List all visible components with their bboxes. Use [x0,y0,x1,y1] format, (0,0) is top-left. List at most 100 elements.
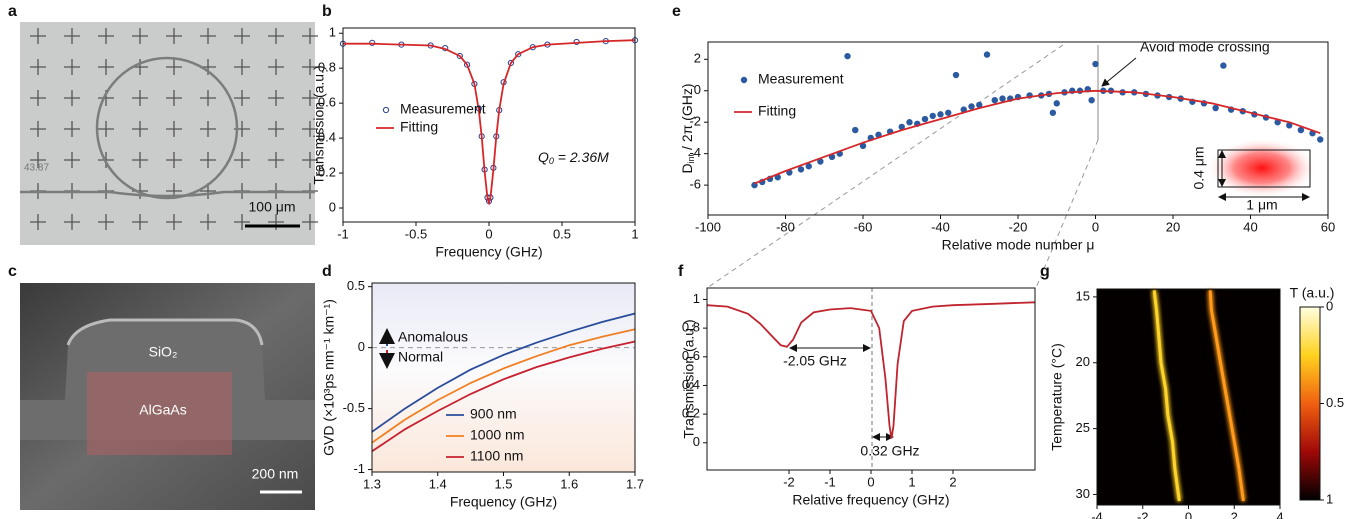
rich-text: Dint / 2π (GHz) [679,84,697,174]
y-tick-label: 0.8 [318,60,336,75]
data-point [844,52,851,60]
y-tick-label: -0.5 [343,400,365,415]
data-point [1092,60,1099,68]
cross [302,214,318,230]
x-tick-label: 0 [1185,509,1192,519]
text-part: D [679,163,695,173]
y-tick-label: 30 [1076,486,1090,501]
resonance-trace [1152,290,1181,502]
y-tick-label: 0.2 [318,165,336,180]
x-tick-label: -60 [854,219,873,234]
x-tick-label: -4 [1091,509,1103,519]
annotation: 0.32 GHz [860,443,919,459]
cross [166,214,182,230]
annotation: -2.05 GHz [783,353,847,369]
data-point [1297,126,1305,134]
x-tick-label: 1 [908,474,915,489]
data-point [945,109,952,116]
data-point [1220,62,1227,69]
data-line [754,89,1321,185]
cross [166,28,182,44]
data-point [983,51,991,58]
data-point [464,61,471,68]
colorbar-tick-label: 1 [1326,491,1333,506]
panel-label: e [672,3,681,20]
x-axis-label: Frequency (GHz) [450,494,557,510]
x-axis-label: Relative mode number μ [942,237,1095,253]
x-tick-label: 0 [1092,219,1099,234]
y-tick-label: 0.8 [682,320,700,335]
cross [64,28,80,44]
x-tick-label: -1 [824,474,836,489]
cross [132,90,148,106]
y-tick-label: 25 [1076,420,1090,435]
y-tick-label: 20 [1076,354,1090,369]
rich-text: Q0 = 2.36M [538,149,609,167]
legend-marker [382,106,390,114]
panel-label: c [8,263,17,280]
data-point [929,112,936,120]
data-point [952,71,960,79]
core [87,372,232,455]
legend-label: 900 nm [470,406,517,422]
y-tick-label: 0.2 [682,406,700,421]
panel-label: a [8,3,17,20]
data-line [371,328,636,444]
x-tick-label: 0 [485,226,492,241]
cross [64,121,80,137]
scale-label: 200 nm [252,466,299,482]
legend-label: Fitting [758,103,796,119]
y-tick-label: 15 [1076,288,1090,303]
cross [268,121,284,137]
data-point [968,103,975,110]
cross [30,152,46,168]
cross [30,121,46,137]
cross [268,59,284,75]
cross [302,152,318,168]
subscript: int [686,153,696,163]
x-tick-label: 0 [867,474,874,489]
data-point [906,119,913,126]
data-point [1286,122,1293,129]
cross [64,90,80,106]
cross [234,90,250,106]
colorbar-title: T (a.u.) [1290,285,1335,301]
annotation: Avoid mode crossing [1140,39,1270,55]
cross [64,59,80,75]
mode-profile [1207,138,1317,198]
x-tick-label: -2 [1137,509,1149,519]
cross [234,152,250,168]
cross [200,152,216,168]
x-tick-label: 1.3 [363,476,381,491]
cross [132,121,148,137]
cross [98,121,114,137]
heatmap-background [1097,289,1280,505]
plot-background [372,283,635,472]
x-tick-label: 1.7 [626,476,644,491]
x-tick-label: -80 [776,219,795,234]
x-tick-label: -40 [931,219,950,234]
data-point [976,101,983,109]
cross [166,59,182,75]
annotation: 1 μm [1246,197,1277,213]
annotation: Anomalous [398,329,468,345]
y-tick-label: 1 [329,25,336,40]
x-tick-label: 1.6 [560,476,578,491]
y-tick-label: 1 [693,291,700,306]
cross [30,90,46,106]
resonance-trace [1208,290,1245,502]
cross [200,90,216,106]
cross [234,214,250,230]
data-point [1088,96,1095,104]
cross [98,59,114,75]
cross [302,59,318,75]
y-tick-label: 0.4 [318,130,336,145]
y-tick-label: 0 [358,339,365,354]
cladding-edge [66,318,264,346]
cross [200,214,216,230]
layer-label: SiO₂ [149,344,178,360]
annotation: Normal [398,349,443,365]
legend-marker [740,76,748,84]
cross [30,214,46,230]
